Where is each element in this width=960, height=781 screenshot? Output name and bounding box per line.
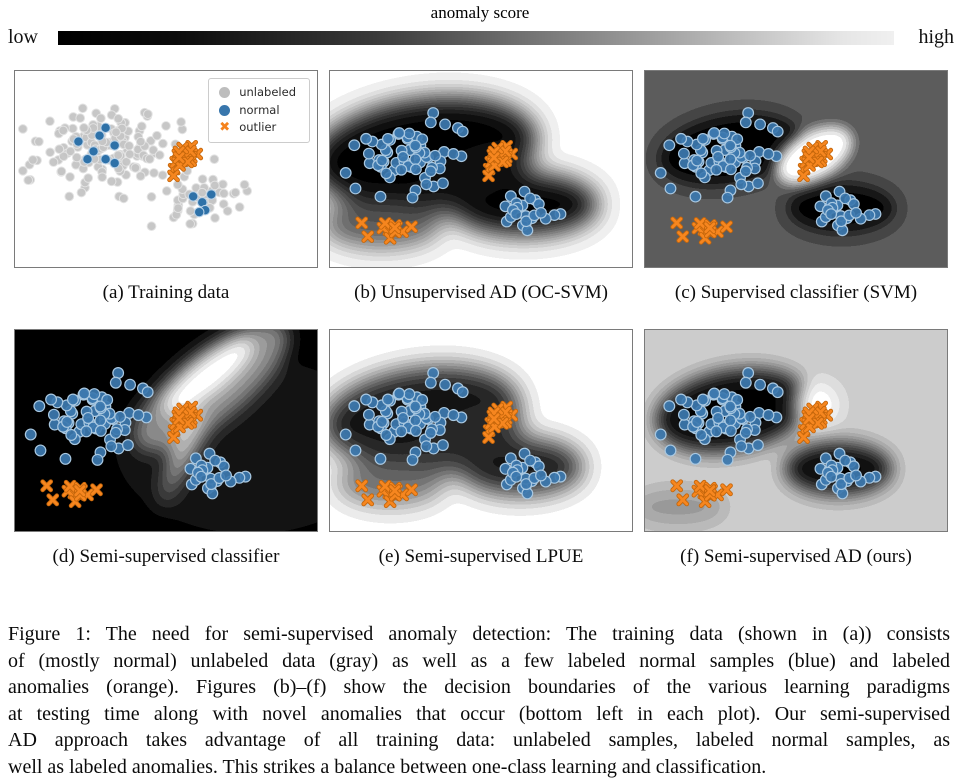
- legend-item-unlabeled: unlabeled: [219, 85, 296, 99]
- plot-lpue: [329, 329, 633, 532]
- caption-b: (b) Unsupervised AD (OC-SVM): [354, 282, 608, 303]
- colorbar-gradient-bar: [58, 30, 894, 45]
- caption-c: (c) Supervised classifier (SVM): [674, 282, 918, 303]
- panel-c: (c) Supervised classifier (SVM): [644, 70, 948, 304]
- plot-semisupervised-ad: [644, 329, 948, 532]
- figure-caption-line: AD approach takes advantage of all train…: [8, 729, 950, 752]
- figure-caption-line: anomalies (orange). Figures (b)–(f) show…: [8, 676, 950, 699]
- caption-d: (d) Semi-supervised classifier: [52, 546, 280, 567]
- figure-caption-line: of (mostly normal) unlabeled data (gray)…: [8, 649, 950, 672]
- panel-d: (d) Semi-supervised classifier: [14, 329, 318, 568]
- panel-a: unlabeled normal ✖ outlier (a) Training …: [14, 70, 318, 304]
- normal-marker-icon: [219, 104, 231, 116]
- legend-item-normal: normal: [219, 102, 296, 117]
- colorbar-title: anomaly score: [430, 3, 530, 22]
- colorbar-low-label: low: [8, 26, 38, 48]
- legend-label-outlier: outlier: [239, 120, 277, 134]
- panel-f: (f) Semi-supervised AD (ours): [644, 329, 948, 568]
- colorbar-high-label: high: [918, 26, 954, 48]
- plot-training-data: unlabeled normal ✖ outlier: [14, 70, 318, 268]
- legend-label-normal: normal: [239, 102, 280, 117]
- plot-semisupervised-classifier: [14, 329, 318, 532]
- legend-label-unlabeled: unlabeled: [239, 85, 296, 99]
- legend-box: unlabeled normal ✖ outlier: [208, 78, 310, 143]
- figure-caption-line: Figure 1: The need for semi-supervised a…: [8, 623, 950, 645]
- outlier-marker-icon: ✖: [219, 120, 231, 136]
- plot-ocsvm: [329, 70, 633, 268]
- figure-caption: Figure 1: The need for semi-supervised a…: [8, 621, 950, 781]
- unlabeled-marker-icon: [219, 87, 231, 99]
- plot-svm: [644, 70, 948, 268]
- figure-grid: unlabeled normal ✖ outlier (a) Training …: [14, 70, 960, 593]
- figure-caption-line: well as labeled anomalies. This strikes …: [8, 755, 767, 778]
- panel-e: (e) Semi-supervised LPUE: [329, 329, 633, 568]
- caption-f: (f) Semi-supervised AD (ours): [680, 546, 912, 567]
- anomaly-score-colorbar: anomaly score low high: [0, 0, 960, 49]
- figure-caption-line: at testing time along with novel anomali…: [8, 702, 950, 725]
- caption-e: (e) Semi-supervised LPUE: [378, 546, 584, 567]
- legend-item-outlier: ✖ outlier: [219, 120, 296, 136]
- caption-a: (a) Training data: [102, 282, 230, 303]
- panel-b: (b) Unsupervised AD (OC-SVM): [329, 70, 633, 304]
